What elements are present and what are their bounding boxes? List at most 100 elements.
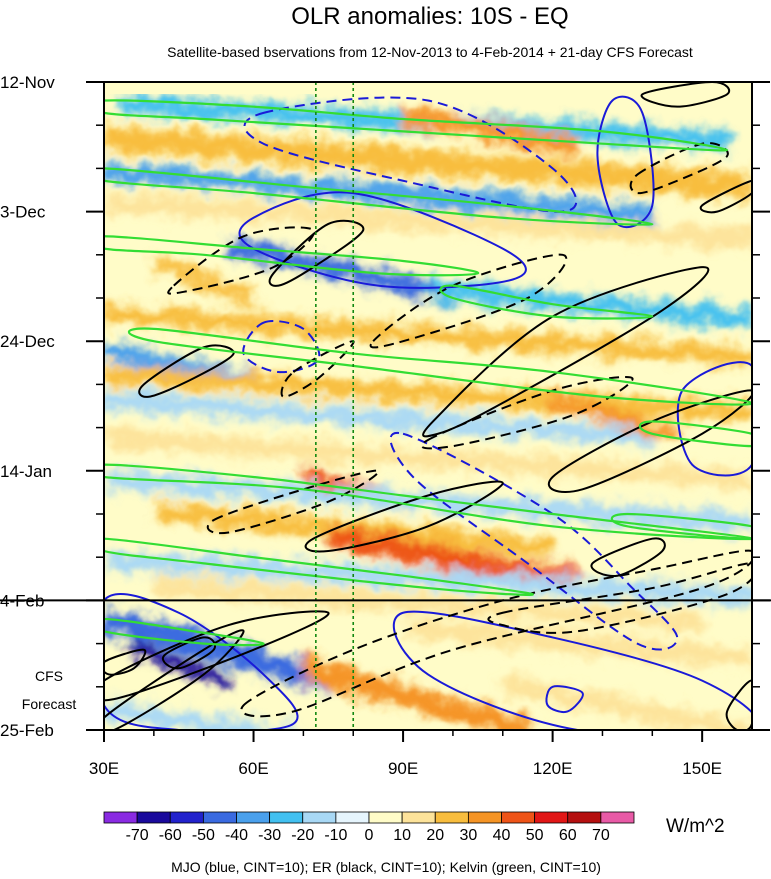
y-tick-label: 25-Feb (0, 721, 54, 740)
colorbar-swatch (302, 811, 337, 824)
anomaly-band-16 (153, 501, 553, 558)
x-tick-label: 120E (533, 759, 573, 778)
colorbar-swatch (368, 811, 403, 824)
anomaly-band-2 (104, 125, 752, 200)
colorbar-unit: W/m^2 (666, 816, 725, 837)
black-contour-19 (590, 537, 666, 578)
anomaly-band-8 (104, 304, 752, 366)
anomaly-band-12 (552, 390, 678, 444)
anomaly-band-4 (104, 193, 752, 249)
green-contour-30 (104, 99, 729, 152)
anomaly-field (104, 94, 752, 730)
colorbar-level: -10 (324, 827, 347, 844)
reference-lines (315, 82, 355, 730)
blue-contour-3 (596, 95, 655, 229)
colorbar-swatch (567, 811, 602, 824)
x-tick-label: 30E (89, 759, 119, 778)
green-contour-36 (104, 617, 265, 647)
colorbar-level: -30 (258, 827, 281, 844)
anomaly-band-21 (128, 637, 229, 690)
black-contour-17 (206, 469, 380, 535)
green-contour-32 (104, 235, 479, 277)
green-contour-33 (128, 327, 752, 406)
anomaly-band-20 (104, 606, 329, 693)
colorbar-swatch (534, 811, 569, 824)
colorbar-swatch (335, 811, 370, 824)
blue-contour-2 (242, 320, 321, 374)
plot-area (104, 82, 752, 730)
colorbar-swatch (269, 811, 304, 824)
colorbar-swatch (434, 811, 469, 824)
colorbar-level: -20 (291, 827, 314, 844)
colorbar-level: 10 (393, 827, 411, 844)
colorbar-level: 0 (365, 827, 374, 844)
green-contour-35 (104, 537, 534, 596)
blue-contour-1 (238, 191, 527, 289)
plot-frame (103, 81, 753, 731)
colorbar-swatch (401, 811, 436, 824)
black-contour-24 (240, 549, 752, 718)
y-tick-label: 14-Jan (0, 462, 52, 481)
chart-title: OLR anomalies: 10S - EQ (291, 3, 568, 30)
chart-caption: MJO (blue, CINT=10); ER (black, CINT=10)… (171, 859, 601, 875)
y-tick-label: 4-Feb (0, 591, 44, 610)
black-contour-10 (268, 219, 365, 287)
colorbar-swatch (467, 811, 502, 824)
blue-contour-8 (545, 685, 584, 713)
colorbar-labels: -70 -60 -50 -40 -30 -20 -10 0 10 20 30 40 50 60 70 (126, 827, 610, 844)
black-contour-20 (487, 562, 752, 634)
black-contour-15 (420, 375, 634, 450)
black-contour-13 (280, 340, 355, 398)
colorbar-level: -40 (225, 827, 248, 844)
colorbar-swatch (136, 811, 171, 824)
anomaly-band-19 (153, 575, 703, 632)
anomaly-band-24 (502, 674, 752, 730)
anomaly-band-7 (428, 279, 752, 329)
blue-contour-5 (104, 592, 299, 730)
colorbar-level: -50 (192, 827, 215, 844)
colorbar-level: 40 (493, 827, 511, 844)
black-contour-23 (161, 636, 217, 670)
y-axis: 12-Nov 3-Dec 24-Dec 14-Jan 4-Feb 25-Feb (0, 73, 770, 740)
colorbar-level: 60 (559, 827, 577, 844)
blue-contour-6 (392, 610, 752, 730)
green-contour-31 (104, 167, 654, 226)
green-contour-39 (610, 512, 752, 540)
colorbar-swatch (169, 811, 204, 824)
colorbar-level: -60 (159, 827, 182, 844)
black-contour-11 (369, 253, 568, 349)
anomaly-band-23 (303, 655, 528, 730)
blue-contour-7 (676, 361, 752, 477)
green-contour-37 (439, 284, 654, 320)
chart-subtitle: Satellite-based bservations from 12-Nov-… (167, 44, 693, 60)
colorbar-level: 30 (459, 827, 477, 844)
black-contour-29 (725, 679, 752, 730)
anomaly-band-6 (153, 254, 254, 308)
colorbar-swatch (202, 811, 237, 824)
y-tick-label: 24-Dec (0, 332, 55, 351)
colorbar-swatch (103, 811, 138, 824)
x-tick-label: 90E (388, 759, 418, 778)
y-tick-label: 3-Dec (0, 203, 46, 222)
black-contour-9 (167, 226, 315, 295)
black-contour-22 (104, 629, 245, 730)
anomaly-band-1 (403, 106, 578, 157)
colorbar-swatch (236, 811, 271, 824)
black-contour-26 (699, 179, 752, 214)
x-axis: 30E 60E 90E 120E 150E (89, 730, 722, 778)
colorbar (103, 811, 635, 824)
colorbar-swatch (600, 811, 635, 824)
anomaly-band-13 (104, 427, 752, 490)
anomaly-band-11 (104, 390, 653, 447)
colorbar-level: 70 (592, 827, 610, 844)
forecast-label-line2: Forecast (22, 696, 77, 712)
x-tick-label: 60E (238, 759, 268, 778)
colorbar-level: 50 (526, 827, 544, 844)
forecast-label-line1: CFS (35, 668, 63, 684)
x-tick-label: 150E (682, 759, 722, 778)
black-contour-27 (640, 82, 731, 108)
colorbar-level: 20 (426, 827, 444, 844)
black-contour-14 (138, 344, 235, 398)
colorbar-swatch (501, 811, 536, 824)
